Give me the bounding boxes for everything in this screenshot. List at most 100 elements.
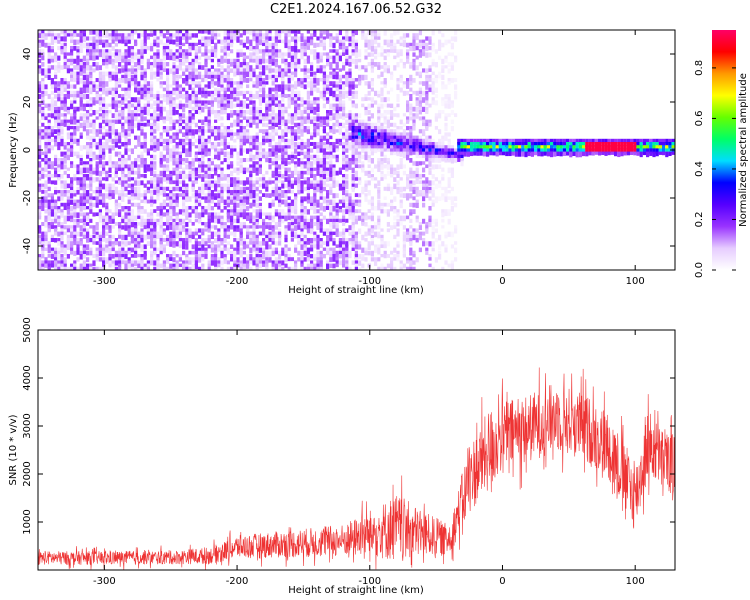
heatmap-cell [258,113,262,117]
heatmap-cell [76,244,80,249]
heatmap-cell [354,260,358,265]
heatmap-cell [191,81,195,86]
heatmap-cell [63,206,67,211]
heatmap-cell [268,212,272,218]
heatmap-cell [316,87,320,93]
heatmap-cell [153,186,157,192]
heatmap-cell [162,231,166,235]
heatmap-cell [60,193,64,198]
heatmap-cell [300,68,304,72]
heatmap-cell [70,126,74,130]
heatmap-cell [114,151,118,157]
heatmap-cell [214,113,218,119]
heatmap-cell [274,250,278,255]
heatmap-cell [358,164,362,169]
heatmap-cell [354,119,358,125]
heatmap-cell [239,52,243,57]
heatmap-cell [47,122,51,127]
heatmap-cell [156,90,160,96]
heatmap-cell [182,263,186,270]
heatmap-cell [322,228,326,233]
heatmap-cell [140,94,144,100]
heatmap-cell [297,97,301,101]
heatmap-cell [178,30,182,35]
heatmap-cell [239,132,243,138]
heatmap-cell [351,167,355,174]
heatmap-cell [274,225,278,230]
heatmap-cell [66,174,70,179]
heatmap-cell [194,190,198,194]
heatmap-cell [182,190,186,195]
heatmap-cell [287,196,291,201]
heatmap-cell [306,30,310,34]
heatmap-cell [239,199,243,204]
heatmap-cell [217,257,221,262]
heatmap-cell [95,142,99,146]
heatmap-cell [95,167,99,174]
heatmap-cell [290,100,294,105]
heatmap-cell [50,180,54,185]
heatmap-cell [54,266,58,270]
heatmap-cell [44,74,48,79]
heatmap-cell [310,87,314,92]
heatmap-cell [140,180,144,186]
heatmap-cell [140,142,144,148]
heatmap-cell [54,74,58,80]
heatmap-cell [66,94,70,99]
heatmap-cell [351,90,355,95]
heatmap-cell [169,36,173,42]
heatmap-cell [50,212,54,217]
heatmap-cell [41,231,45,237]
heatmap-cell [262,135,266,141]
heatmap-cell [105,142,109,147]
heatmap-cell [111,129,115,135]
heatmap-cell [281,209,285,215]
heatmap-cell [50,164,54,170]
heatmap-cell [47,113,51,118]
heatmap-cell [111,122,115,129]
heatmap-cell [303,250,307,256]
heatmap-cell [290,170,294,175]
heatmap-cell [204,39,208,44]
heatmap-cell [255,62,259,66]
heatmap-cell [102,84,106,91]
heatmap-cell [143,244,147,250]
heatmap-cell [169,199,173,204]
heatmap-cell [44,158,48,164]
heatmap-cell [201,106,205,113]
heatmap-cell [57,90,61,96]
heatmap-cell [134,161,138,166]
heatmap-cell [329,190,333,196]
heatmap-cell [230,87,234,94]
heatmap-cell [134,135,138,140]
heatmap-cell [185,151,189,158]
heatmap-cell [118,228,122,233]
heatmap-cell [223,177,227,181]
heatmap-cell [320,270,323,275]
heatmap-cell [166,234,170,241]
heatmap-cell [290,129,294,135]
heatmap-cell [284,36,288,42]
heatmap-cell [50,39,54,45]
heatmap-cell [175,164,179,170]
heatmap-cell [204,84,208,88]
heatmap-cell [255,244,259,250]
heatmap-cell [70,199,74,205]
heatmap-cell [319,135,323,141]
heatmap-cell [73,39,77,46]
heatmap-cell [89,266,93,270]
heatmap-cell [188,42,192,48]
heatmap-cell [252,100,256,106]
heatmap-cell [86,266,90,270]
heatmap-cell [303,244,307,249]
heatmap-cell [236,202,240,208]
heatmap-cell [351,209,355,215]
heatmap-cell [246,122,250,127]
heatmap-cell [172,122,176,127]
heatmap-cell [319,42,323,47]
heatmap-cell [274,84,278,90]
heatmap-cell [48,270,51,275]
heatmap-cell [242,103,246,109]
heatmap-cell [102,164,106,169]
heatmap-cell [326,132,330,138]
